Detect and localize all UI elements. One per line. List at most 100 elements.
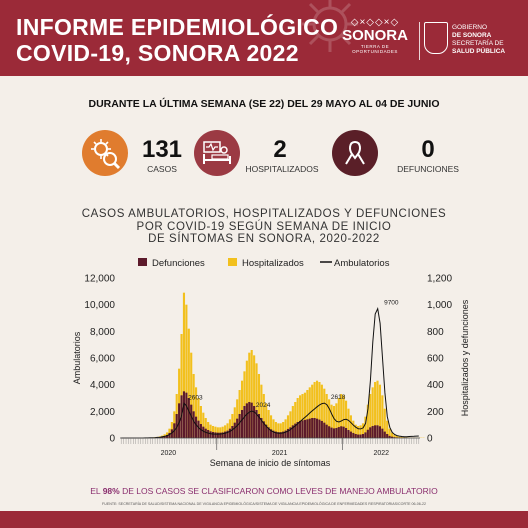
x-year-label: 2020 [161,450,177,457]
bar-hospitalizados [178,368,181,438]
bar-defunciones [216,432,219,438]
bar-defunciones [204,428,207,438]
bar-defunciones [270,429,273,438]
bar-defunciones [357,434,360,438]
bar-defunciones [286,428,290,438]
bar-defunciones [209,431,212,438]
bar-defunciones [332,428,336,438]
bar-hospitalizados [323,388,326,438]
peak-annotation: 2618 [331,394,346,401]
bar-hospitalizados [352,420,355,438]
x-axis-title: Semana de inicio de síntomas [210,458,331,468]
bar-hospitalizados [364,416,367,438]
bar-defunciones [233,422,236,438]
bar-hospitalizados [376,380,379,438]
logo-divider [419,22,420,60]
bar-hospitalizados [250,350,253,438]
bar-hospitalizados [369,394,372,438]
bar-defunciones [381,428,384,438]
source-note: FUENTE: SECRETARÍA DE SALUD/SISTEMA NACI… [102,502,426,506]
week-title: DURANTE LA ÚLTIMA SEMANA (SE 22) DEL 29 … [88,98,440,110]
bar-hospitalizados [299,395,302,438]
bar-hospitalizados [279,423,282,438]
y-left-tick-label: 6,000 [90,354,115,365]
bar-defunciones [386,434,389,438]
y-right-tick-label: 200 [427,407,444,418]
y-right-tick-label: 1,200 [427,274,452,285]
bar-hospitalizados [301,394,304,438]
bar-defunciones [219,432,222,438]
line-ambulatorios [121,307,419,439]
bar-defunciones [282,431,285,438]
bar-hospitalizados [374,382,377,438]
bar-hospitalizados [185,304,188,438]
hospitalized-circle [194,130,240,176]
bar-hospitalizados [260,384,263,438]
bar-hospitalizados [199,406,202,438]
bar-defunciones [294,423,297,438]
bar-hospitalizados [395,436,398,438]
bar-hospitalizados [388,428,391,438]
chart-title-line3: DE SÍNTOMAS EN SONORA, 2020-2022 [148,233,380,245]
bar-hospitalizados [289,411,292,438]
bar-hospitalizados [398,436,401,438]
bar-defunciones [354,434,357,438]
virus-magnifier-icon [91,139,121,170]
peak-annotation: 9700 [384,300,399,307]
bar-defunciones [255,410,258,438]
gobierno-logo: GOBIERNO DE SONORA SECRETARÍA DE SALUD P… [424,22,524,62]
legend-label: Defunciones [152,258,205,269]
bar-hospitalizados [378,384,381,438]
bar-defunciones [284,430,287,438]
peak-annotation: 2603 [188,394,203,401]
bar-hospitalizados [357,426,360,438]
hospitalized-value: 2 [273,136,287,163]
y-right-tick-label: 600 [427,354,444,365]
bar-defunciones [369,427,372,438]
bar-defunciones [226,430,229,438]
bar-hospitalizados [236,399,239,438]
bar-hospitalizados [197,398,200,438]
bar-defunciones [335,428,338,438]
bar-defunciones [315,418,319,438]
y-left-tick-label: 8,000 [90,327,115,338]
bar-defunciones [197,420,200,438]
chart-title-line2: POR COVID-19 SEGÚN SEMANA DE INICIO [136,220,392,233]
bar-hospitalizados [325,394,328,438]
gob-line4: SALUD PÚBLICA [452,48,506,55]
legend-label: Hospitalizados [242,258,304,269]
bar-defunciones [168,432,171,438]
bar-defunciones [170,429,173,438]
report-title: INFORME EPIDEMIOLÓGICO COVID-19, SONORA … [16,14,338,66]
cases-label: CASOS [147,164,177,174]
bar-hospitalizados [366,404,369,438]
legend-swatch [138,258,147,266]
bar-hospitalizados [255,363,258,438]
bar-hospitalizados [337,398,340,438]
footnote: EL 98% DE LOS CASOS SE CLASIFICARON COMO… [0,486,528,496]
bar-defunciones [187,398,190,438]
bar-hospitalizados [274,422,277,438]
bar-defunciones [296,422,299,438]
bar-defunciones [323,422,326,438]
bar-defunciones [388,435,391,438]
report-title-line2: COVID-19, SONORA 2022 [16,40,299,66]
y-right-axis-title: Hospitalizados y defunciones [460,299,470,416]
bar-hospitalizados [294,402,297,438]
bar-hospitalizados [226,423,229,438]
y-left-tick-label: 2,000 [90,407,115,418]
cases-value: 131 [141,136,183,163]
bar-defunciones [320,420,323,438]
bar-defunciones [325,424,328,438]
bar-defunciones [236,418,239,438]
bar-defunciones [202,426,205,438]
sonora-logo-pattern: ◇×◇◇×◇ [350,17,400,28]
bar-defunciones [347,430,350,438]
bar-hospitalizados [354,424,357,438]
bar-hospitalizados [257,374,261,438]
bar-hospitalizados [342,395,345,438]
bar-hospitalizados [180,334,183,438]
bar-defunciones [366,429,369,438]
bar-defunciones [243,406,246,438]
bar-hospitalizados [320,384,323,438]
